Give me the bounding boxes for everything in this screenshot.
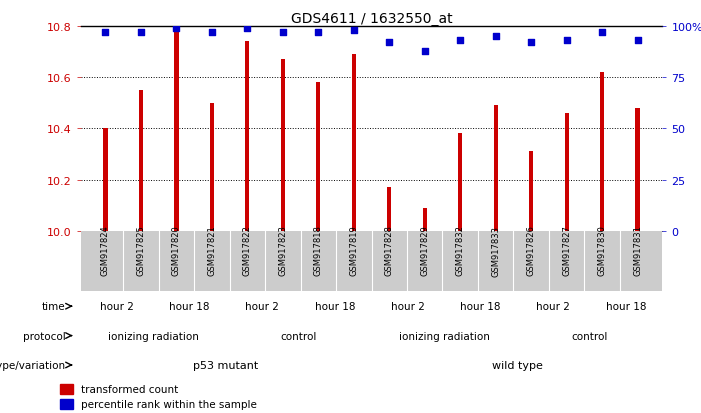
Point bbox=[455, 38, 466, 45]
Point bbox=[490, 34, 501, 40]
Bar bbox=[636, 109, 640, 231]
Bar bbox=[458, 134, 463, 231]
Title: GDS4611 / 1632550_at: GDS4611 / 1632550_at bbox=[291, 12, 452, 26]
Bar bbox=[387, 188, 391, 231]
Bar bbox=[494, 106, 498, 231]
Point bbox=[561, 38, 572, 45]
Text: time: time bbox=[42, 301, 66, 311]
Point bbox=[526, 40, 537, 47]
Bar bbox=[210, 104, 214, 231]
Bar bbox=[316, 83, 320, 231]
Text: hour 18: hour 18 bbox=[315, 301, 355, 311]
Text: hour 2: hour 2 bbox=[536, 301, 571, 311]
Bar bbox=[139, 91, 143, 231]
Text: hour 18: hour 18 bbox=[461, 301, 501, 311]
Bar bbox=[103, 129, 107, 231]
Bar bbox=[352, 55, 356, 231]
Text: genotype/variation: genotype/variation bbox=[0, 360, 66, 370]
Bar bbox=[564, 114, 569, 231]
Point bbox=[171, 26, 182, 32]
Text: hour 2: hour 2 bbox=[245, 301, 280, 311]
Point bbox=[419, 48, 430, 55]
Text: transformed count: transformed count bbox=[81, 385, 178, 394]
Point bbox=[383, 40, 395, 47]
Bar bbox=[280, 60, 285, 231]
Text: ionizing radiation: ionizing radiation bbox=[399, 331, 490, 341]
Point bbox=[348, 28, 360, 34]
Text: protocol: protocol bbox=[23, 331, 66, 341]
Point bbox=[632, 38, 644, 45]
Point bbox=[277, 30, 288, 36]
Point bbox=[313, 30, 324, 36]
Text: hour 2: hour 2 bbox=[391, 301, 425, 311]
Text: hour 18: hour 18 bbox=[170, 301, 210, 311]
Bar bbox=[600, 73, 604, 231]
Text: p53 mutant: p53 mutant bbox=[193, 360, 259, 370]
Point bbox=[100, 30, 111, 36]
Text: control: control bbox=[571, 331, 608, 341]
Text: ionizing radiation: ionizing radiation bbox=[108, 331, 199, 341]
Text: percentile rank within the sample: percentile rank within the sample bbox=[81, 399, 257, 409]
Bar bbox=[529, 152, 533, 231]
Bar bbox=[423, 208, 427, 231]
Text: hour 2: hour 2 bbox=[100, 301, 134, 311]
Bar bbox=[175, 27, 179, 231]
Text: hour 18: hour 18 bbox=[606, 301, 646, 311]
Point bbox=[597, 30, 608, 36]
Bar bbox=[60, 399, 74, 409]
Text: wild type: wild type bbox=[491, 360, 543, 370]
Point bbox=[242, 26, 253, 32]
Bar bbox=[60, 384, 74, 394]
Bar bbox=[245, 42, 250, 231]
Point bbox=[135, 30, 147, 36]
Text: control: control bbox=[280, 331, 317, 341]
Point bbox=[206, 30, 217, 36]
